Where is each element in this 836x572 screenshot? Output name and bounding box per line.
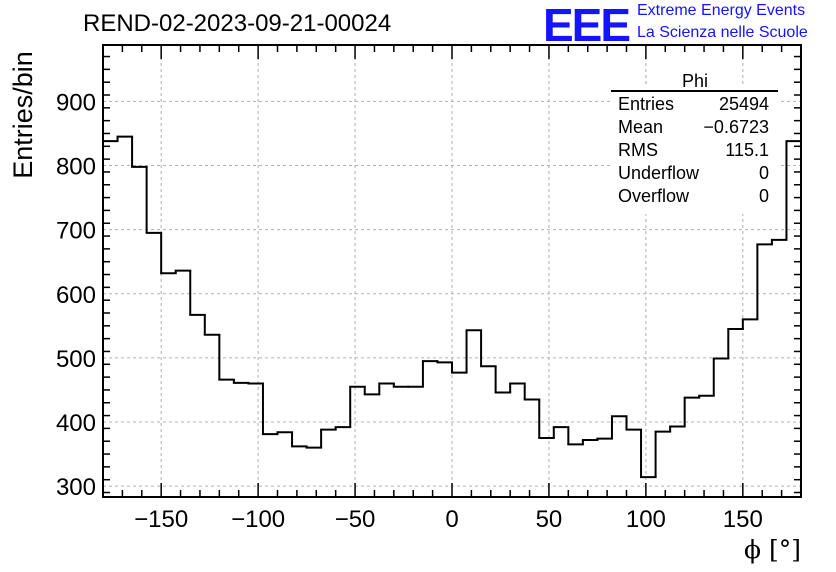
stats-title: Phi	[682, 71, 708, 91]
x-tick-label: 150	[723, 506, 763, 533]
stats-box: Phi Entries 25494 Mean −0.6723 RMS 115.1…	[611, 71, 778, 214]
stats-value-overflow: 0	[759, 186, 769, 206]
stats-label-underflow: Underflow	[618, 163, 700, 183]
y-tick-label: 300	[56, 474, 96, 501]
histogram-series	[102, 135, 802, 479]
eee-logo: EEE	[543, 0, 631, 51]
y-tick-label: 700	[56, 218, 96, 245]
stats-label-rms: RMS	[618, 140, 658, 160]
logo-line-2: La Scienza nelle Scuole	[637, 24, 808, 41]
stats-label-entries: Entries	[618, 94, 674, 114]
x-tick-label: −50	[335, 506, 376, 533]
logo-line-1: Extreme Energy Events	[637, 2, 806, 19]
run-title: REND-02-2023-09-21-00024	[83, 10, 392, 37]
x-tick-labels: −150 −100 −50 0 50 100 150	[134, 506, 763, 533]
y-tick-labels: 300 400 500 600 700 800 900	[56, 89, 96, 501]
stats-label-mean: Mean	[618, 117, 663, 137]
x-tick-label: −150	[134, 506, 188, 533]
y-tick-label: 900	[56, 89, 96, 116]
x-tick-label: 50	[536, 506, 563, 533]
y-tick-label: 500	[56, 346, 96, 373]
x-tick-label: −100	[231, 506, 285, 533]
axis-ticks	[102, 45, 802, 497]
stats-value-underflow: 0	[759, 163, 769, 183]
grid-lines	[103, 45, 801, 497]
y-tick-label: 800	[56, 154, 96, 181]
x-axis-label: ϕ [°]	[744, 535, 801, 564]
y-tick-label: 400	[56, 410, 96, 437]
x-tick-label: 0	[445, 506, 458, 533]
y-axis-label: Entries/bin	[8, 51, 38, 179]
stats-label-overflow: Overflow	[618, 186, 690, 206]
stats-value-rms: 115.1	[725, 140, 769, 160]
stats-value-entries: 25494	[719, 94, 769, 114]
y-tick-label: 600	[56, 282, 96, 309]
x-tick-label: 100	[626, 506, 666, 533]
stats-value-mean: −0.6723	[703, 117, 769, 137]
